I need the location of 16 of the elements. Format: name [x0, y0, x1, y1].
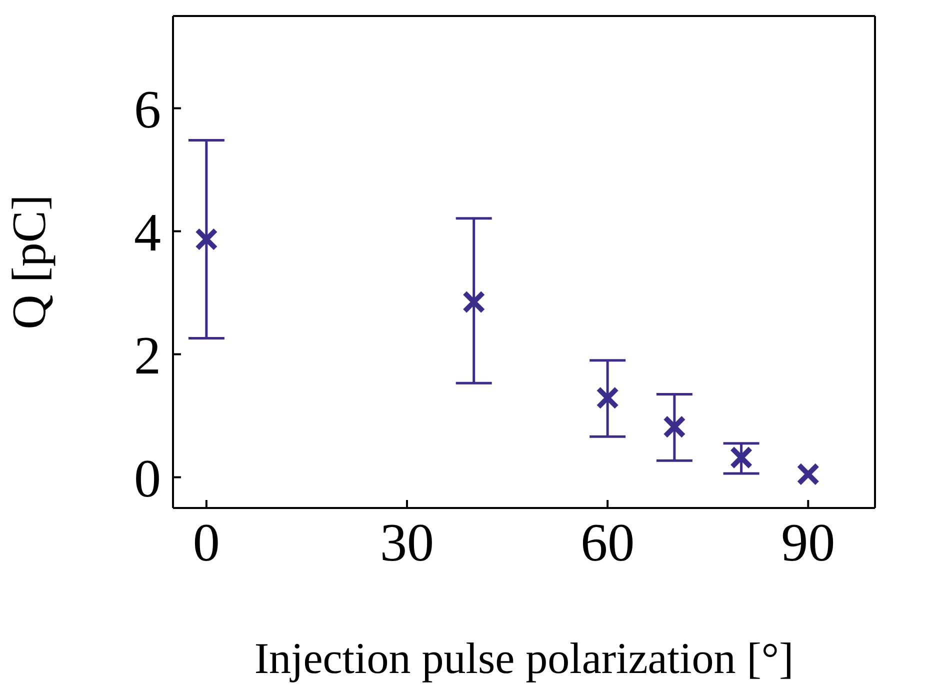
y-axis-title: Q [pC]: [3, 194, 56, 330]
x-tick-label: 30: [380, 512, 434, 572]
point: [662, 415, 686, 438]
y-tick-label: 0: [134, 448, 161, 508]
y-tick-label: 4: [134, 202, 161, 262]
point: [194, 228, 218, 251]
y-tick-label: 2: [134, 325, 161, 386]
point: [730, 446, 753, 470]
point: [596, 386, 620, 410]
x-tick-label: 0: [192, 512, 220, 572]
x-axis-title: Injection pulse polarization [°]: [254, 634, 794, 683]
point: [462, 290, 486, 314]
point: [796, 462, 820, 486]
x-tick-label: 90: [781, 512, 836, 572]
y-tick-label: 6: [134, 79, 161, 140]
x-tick-label: 60: [580, 512, 635, 572]
